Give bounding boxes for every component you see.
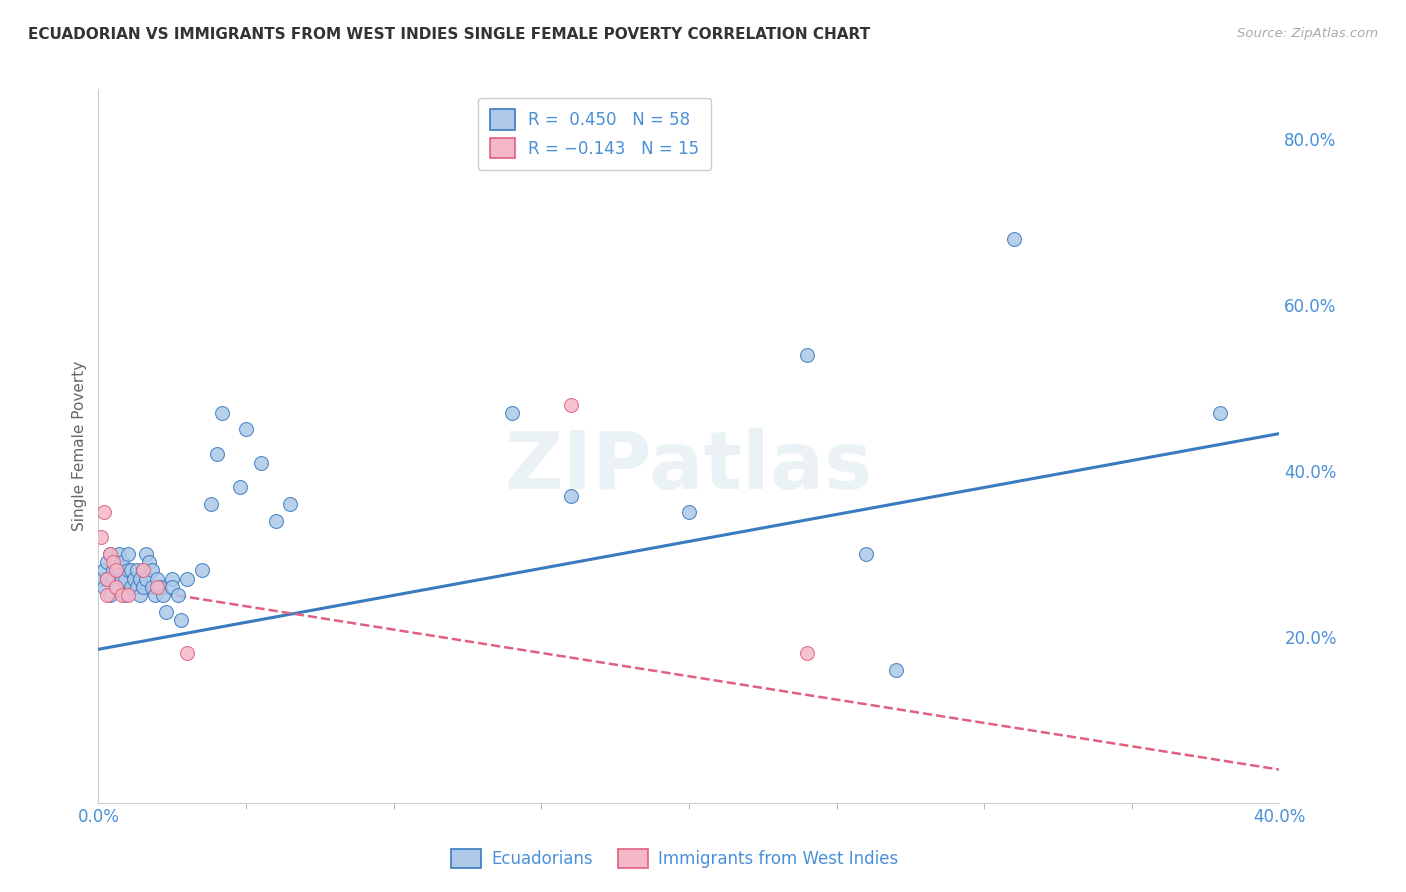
Point bbox=[138, 555, 160, 569]
Text: Source: ZipAtlas.com: Source: ZipAtlas.com bbox=[1237, 27, 1378, 40]
Point bbox=[560, 489, 582, 503]
Point bbox=[280, 497, 302, 511]
Point bbox=[191, 564, 214, 578]
Point bbox=[96, 572, 118, 586]
Point bbox=[560, 397, 582, 411]
Point bbox=[170, 613, 193, 627]
Point bbox=[132, 580, 155, 594]
Point bbox=[93, 505, 115, 519]
Point bbox=[114, 572, 136, 586]
Text: ZIPatlas: ZIPatlas bbox=[505, 428, 873, 507]
Point bbox=[96, 572, 118, 586]
Point bbox=[125, 580, 148, 594]
Point bbox=[146, 580, 169, 594]
Point bbox=[96, 555, 118, 569]
Point bbox=[135, 547, 157, 561]
Point bbox=[132, 564, 155, 578]
Point bbox=[211, 406, 233, 420]
Point bbox=[162, 580, 183, 594]
Point bbox=[103, 555, 125, 569]
Point bbox=[96, 588, 118, 602]
Point bbox=[1209, 406, 1232, 420]
Point bbox=[103, 564, 125, 578]
Point bbox=[135, 572, 157, 586]
Point bbox=[98, 588, 121, 602]
Point bbox=[105, 555, 128, 569]
Point bbox=[855, 547, 877, 561]
Point bbox=[149, 580, 172, 594]
Point bbox=[141, 580, 163, 594]
Point bbox=[105, 580, 128, 594]
Point bbox=[122, 572, 145, 586]
Point bbox=[176, 572, 198, 586]
Point bbox=[796, 348, 818, 362]
Point bbox=[264, 514, 287, 528]
Point bbox=[146, 572, 169, 586]
Point bbox=[90, 572, 112, 586]
Point bbox=[120, 564, 142, 578]
Point bbox=[167, 588, 190, 602]
Point bbox=[114, 588, 136, 602]
Point bbox=[1002, 231, 1025, 245]
Point bbox=[117, 547, 139, 561]
Point bbox=[128, 572, 150, 586]
Point bbox=[93, 564, 115, 578]
Y-axis label: Single Female Poverty: Single Female Poverty bbox=[72, 361, 87, 531]
Point bbox=[105, 580, 128, 594]
Point bbox=[205, 447, 228, 461]
Point bbox=[103, 572, 125, 586]
Point bbox=[155, 605, 177, 619]
Point bbox=[105, 564, 128, 578]
Point bbox=[111, 572, 134, 586]
Point bbox=[98, 547, 121, 561]
Point bbox=[152, 588, 174, 602]
Point bbox=[90, 530, 112, 544]
Point bbox=[98, 547, 121, 561]
Legend: Ecuadorians, Immigrants from West Indies: Ecuadorians, Immigrants from West Indies bbox=[444, 843, 905, 875]
Point bbox=[128, 588, 150, 602]
Point bbox=[108, 564, 131, 578]
Text: ECUADORIAN VS IMMIGRANTS FROM WEST INDIES SINGLE FEMALE POVERTY CORRELATION CHAR: ECUADORIAN VS IMMIGRANTS FROM WEST INDIE… bbox=[28, 27, 870, 42]
Point bbox=[111, 555, 134, 569]
Point bbox=[229, 481, 252, 495]
Point bbox=[125, 564, 148, 578]
Point bbox=[143, 588, 166, 602]
Point bbox=[501, 406, 523, 420]
Point bbox=[250, 456, 273, 470]
Point bbox=[108, 547, 131, 561]
Legend: R =  0.450   N = 58, R = −0.143   N = 15: R = 0.450 N = 58, R = −0.143 N = 15 bbox=[478, 97, 711, 169]
Point bbox=[235, 422, 257, 436]
Point bbox=[884, 663, 907, 677]
Point bbox=[176, 647, 198, 661]
Point bbox=[120, 580, 142, 594]
Point bbox=[162, 572, 183, 586]
Point bbox=[117, 564, 139, 578]
Point bbox=[132, 564, 155, 578]
Point bbox=[111, 588, 134, 602]
Point bbox=[200, 497, 222, 511]
Point bbox=[678, 505, 700, 519]
Point bbox=[117, 588, 139, 602]
Point bbox=[796, 647, 818, 661]
Point bbox=[141, 564, 163, 578]
Point bbox=[93, 580, 115, 594]
